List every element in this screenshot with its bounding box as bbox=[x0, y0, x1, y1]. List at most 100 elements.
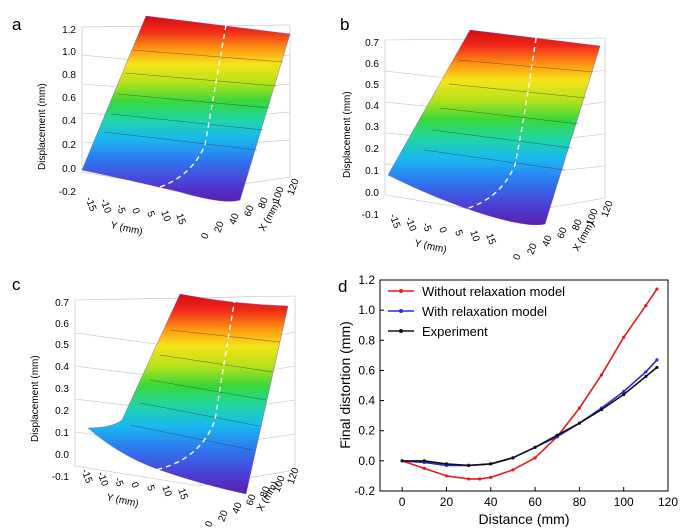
xaxis-tick: 120 bbox=[286, 466, 302, 486]
panel-a-ylabel: Y (mm) bbox=[109, 220, 143, 238]
x-tick-label: 80 bbox=[573, 495, 587, 509]
yaxis-tick: 10 bbox=[467, 229, 481, 244]
legend-marker-0 bbox=[399, 289, 403, 293]
y-tick-label: 1.0 bbox=[358, 303, 375, 317]
zaxis-tick: -0.1 bbox=[362, 210, 380, 221]
xaxis-tick: 80 bbox=[571, 218, 585, 233]
series-point-1 bbox=[622, 389, 626, 394]
series-point-2 bbox=[533, 445, 537, 449]
panel-c-xticks: 0 20 40 60 80 100 120 bbox=[204, 466, 302, 529]
legend-label-0: Without relaxation model bbox=[422, 284, 565, 299]
yaxis-tick: -10 bbox=[98, 197, 113, 215]
series-point-2 bbox=[622, 392, 626, 397]
panel-b-xticks: 0 20 40 60 80 100 120 bbox=[512, 199, 616, 262]
series-line-2 bbox=[402, 366, 658, 467]
series-point-2 bbox=[511, 456, 515, 460]
y-axis-ticks: -0.2 0.0 0.2 0.4 0.6 0.8 1.0 1.2 bbox=[354, 273, 384, 498]
zaxis-tick: 0.0 bbox=[62, 164, 76, 175]
xaxis-tick: 40 bbox=[231, 501, 245, 516]
series-point-0 bbox=[444, 474, 449, 478]
series-point-0 bbox=[422, 466, 426, 470]
panel-c-contours bbox=[129, 329, 281, 451]
xaxis-tick: 40 bbox=[228, 212, 242, 227]
series-point-1 bbox=[644, 370, 648, 374]
x-tick-label: 60 bbox=[528, 495, 542, 509]
legend-marker-1 bbox=[399, 309, 403, 313]
series-point-2 bbox=[644, 374, 648, 379]
zaxis-tick: 0.7 bbox=[55, 298, 69, 309]
panel-b-ylabel: Y (mm) bbox=[413, 238, 447, 256]
series-point-0 bbox=[533, 456, 537, 460]
panel-c-surface bbox=[87, 293, 289, 495]
yaxis-tick: -10 bbox=[95, 470, 110, 488]
xaxis-tick: 80 bbox=[259, 485, 273, 500]
series-point-0 bbox=[467, 477, 471, 481]
y-tick-label: 0.4 bbox=[358, 394, 375, 408]
zaxis-tick: 0.0 bbox=[365, 188, 379, 199]
xaxis-tick: 20 bbox=[213, 220, 227, 235]
series-point-2 bbox=[555, 433, 559, 437]
panel-a-zticks: 1.2 1.0 0.8 0.6 0.4 0.2 0.0 -0.2 bbox=[59, 25, 77, 198]
panel-b-yticks: -15 -10 -5 0 5 10 15 bbox=[387, 212, 498, 246]
yaxis-tick: 5 bbox=[144, 484, 156, 493]
y-tick-label: 0.6 bbox=[358, 363, 375, 377]
x-tick-label: 100 bbox=[614, 495, 634, 509]
xaxis-tick: 20 bbox=[526, 242, 540, 257]
series-point-0 bbox=[655, 287, 659, 291]
yaxis-tick: -15 bbox=[387, 212, 402, 230]
yaxis-tick: -10 bbox=[403, 215, 418, 233]
series-point-0 bbox=[489, 475, 493, 480]
plot-frame bbox=[379, 279, 669, 492]
panel-a-yticks: -15 -10 -5 0 5 10 15 bbox=[83, 195, 188, 226]
panel-b-zticks: 0.7 0.6 0.5 0.4 0.3 0.2 0.1 0.0 -0.1 bbox=[362, 38, 380, 221]
legend: Without relaxation model With relaxation … bbox=[388, 284, 565, 339]
series-point-2 bbox=[577, 421, 581, 425]
legend-label-1: With relaxation model bbox=[422, 304, 547, 319]
zaxis-tick: 0.6 bbox=[55, 319, 69, 330]
yaxis-tick: 15 bbox=[173, 212, 187, 227]
zaxis-tick: 1.2 bbox=[62, 25, 76, 36]
zaxis-tick: 0.4 bbox=[365, 101, 379, 112]
series-point-0 bbox=[599, 373, 604, 377]
zaxis-tick: 0.2 bbox=[55, 406, 69, 417]
zaxis-tick: 0.6 bbox=[365, 59, 379, 70]
x-axis-ticks: 0 20 40 60 80 100 120 bbox=[399, 487, 678, 509]
zaxis-tick: -0.1 bbox=[52, 472, 70, 483]
series-point-0 bbox=[577, 406, 581, 410]
series-point-2 bbox=[599, 408, 604, 412]
series-point-0 bbox=[511, 468, 515, 472]
panel-a-centerline bbox=[149, 24, 227, 191]
series-point-2 bbox=[489, 462, 493, 466]
y-tick-label: 0.0 bbox=[358, 454, 375, 468]
zaxis-tick: 0.4 bbox=[62, 116, 76, 127]
yaxis-tick: 10 bbox=[158, 209, 172, 224]
zaxis-tick: 1.0 bbox=[62, 47, 76, 58]
zaxis-tick: 0.0 bbox=[55, 450, 69, 461]
zaxis-tick: 0.2 bbox=[365, 144, 379, 155]
yaxis-tick: -5 bbox=[112, 476, 126, 489]
panel-a-surface bbox=[81, 15, 291, 202]
y-tick-label: 0.8 bbox=[358, 333, 375, 347]
panel-a-zlabel: Displacement (mm) bbox=[37, 83, 48, 170]
xaxis-tick: 20 bbox=[217, 509, 231, 524]
panel-letter-a: a bbox=[12, 15, 22, 34]
panel-c-ylabel: Y (mm) bbox=[105, 492, 139, 510]
zaxis-tick: 0.5 bbox=[365, 80, 379, 91]
series-point-1 bbox=[655, 358, 659, 362]
zaxis-tick: 0.6 bbox=[62, 93, 76, 104]
y-tick-label: -0.2 bbox=[354, 484, 375, 498]
panel-a: a 1.2 1.0 0.8 0.6 0.4 0.2 0.0 -0.2 Displ… bbox=[12, 15, 302, 241]
panel-letter-b: b bbox=[340, 15, 349, 34]
series-point-2 bbox=[400, 459, 404, 463]
x-tick-label: 40 bbox=[484, 495, 498, 509]
xaxis-tick: 60 bbox=[243, 204, 257, 219]
zaxis-tick: 0.5 bbox=[55, 340, 69, 351]
xaxis-tick: 60 bbox=[245, 493, 259, 508]
panel-b-centerline bbox=[461, 37, 537, 211]
yaxis-tick: 10 bbox=[159, 484, 173, 499]
y-tick-label: 1.2 bbox=[358, 273, 375, 287]
zaxis-tick: 0.7 bbox=[365, 38, 379, 49]
panel-a-contours bbox=[103, 49, 284, 151]
yaxis-tick: 15 bbox=[175, 487, 189, 502]
xaxis-tick: 0 bbox=[512, 252, 524, 261]
